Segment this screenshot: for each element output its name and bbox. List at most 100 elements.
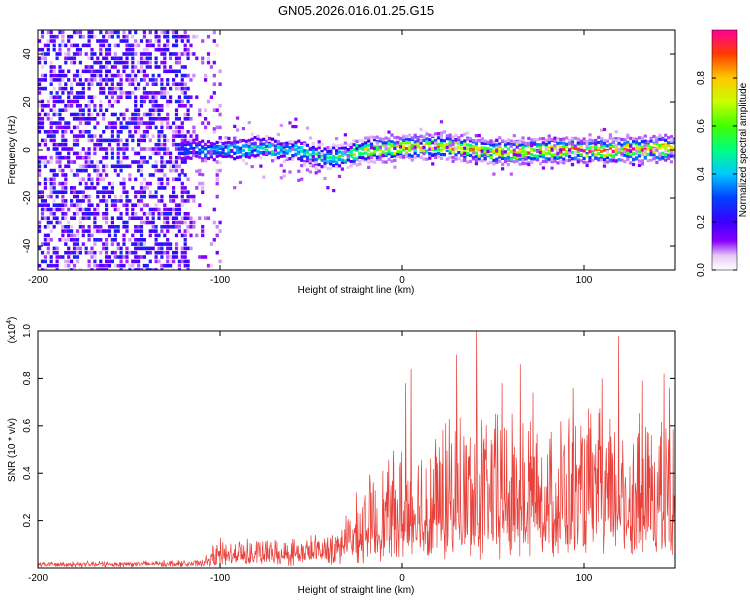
spectrogram-cell [600,145,604,149]
spectrogram-cell [311,141,315,145]
spectrogram-cell [416,144,420,149]
spectrogram-cell [172,177,176,182]
spectrogram-cell [160,52,164,56]
spectrogram-cell [46,30,50,35]
spectrogram-cell [64,190,68,194]
spectrogram-cell [667,136,671,140]
spectrogram-cell [78,82,82,86]
spectrogram-cell [180,259,184,264]
spectrogram-cell [174,147,179,151]
spectrogram-cell [241,153,245,157]
spectrogram-cell [568,138,572,143]
spectrogram-cell [134,250,138,255]
spectrogram-cell [110,73,114,78]
spectrogram-cell [151,117,155,121]
spectrogram-cell [43,52,47,56]
spectrogram-cell [672,141,675,145]
spectrogram-cell [189,146,193,150]
spectrogram-cell [640,159,644,163]
spectrogram-cell [58,43,62,48]
spectrogram-cell [99,142,103,147]
spectrogram-cell [78,73,82,78]
spectrogram-cell [46,203,50,207]
spectrogram-cell [64,203,68,207]
spectrogram-cell [279,163,283,167]
spectrogram-cell [501,139,505,143]
spectrogram-cell [128,82,132,86]
spectrogram-cell [137,125,141,130]
spectrogram-cell [105,73,109,78]
spectrogram-cell [110,95,114,99]
spectrogram-cell [160,160,164,164]
spectrogram-cell [157,34,161,39]
spectrogram-cell [489,143,493,147]
spectrogram-cell [524,161,528,166]
spectrogram-cell [204,73,208,78]
spectrogram-cell [416,137,420,141]
spectrogram-cell [64,142,68,147]
spectrogram-cell [183,82,187,86]
spectrogram-cell [116,216,120,220]
spectrogram-cell [649,139,653,143]
spectrogram-cell [163,242,167,246]
spectrogram-cell [131,160,135,164]
spectrogram-cell [218,220,222,225]
spectrogram-cell [172,164,176,169]
spectrogram-cell [122,164,126,169]
spectrogram-cell [259,142,263,146]
spectrogram-cell [43,138,47,143]
spectrogram-cell [137,259,141,264]
spectrogram-cell [189,194,193,199]
spectrogram-cell [110,186,114,190]
spectrogram-cell [160,155,164,160]
spectrogram-cell [428,133,432,137]
spectrogram-cell [90,233,94,238]
spectrogram-cell [486,161,490,165]
spectrogram-cell [206,121,211,125]
spectrogram-cell [154,233,158,238]
spectrogram-cell [259,164,263,168]
spectrogram-cell [119,138,123,143]
spectrogram-cell [107,229,112,233]
spectrogram-cell [436,144,441,148]
spectrogram-cell [177,151,181,156]
spectrogram-cell [107,190,112,194]
spectrogram-cell [75,30,80,35]
spectrogram-cell [72,138,77,143]
spectrogram-cell [148,112,152,117]
spectrogram-cell [276,151,280,155]
spectrogram-cell [81,190,85,194]
spectrogram-cell [640,152,644,156]
spectrogram-cell [367,165,371,169]
spectrogram-cell [559,146,563,150]
spectrogram-cell [61,212,65,216]
spectrogram-cell [84,78,88,82]
spectrogram-cell [40,138,45,143]
spectrogram-cell [457,136,461,140]
spectrogram-cell [105,151,109,156]
spectrogram-cell [163,65,167,69]
spectrogram-cell [180,250,184,255]
spectrogram-cell [75,255,80,259]
spectrogram-cell [166,181,170,186]
spectrogram-cell [495,138,499,143]
spectrogram-cell [611,144,615,148]
spectrogram-cell [195,56,199,61]
spectrogram-cell [591,141,595,145]
spectrogram-cell [154,104,158,108]
spectrogram-cell [122,91,126,95]
spectrogram-cell [75,199,80,203]
spectrogram-cell [183,139,187,143]
spectrogram-cell [151,134,155,138]
spectrogram-cell [105,246,109,251]
spectrogram-cell [119,255,123,259]
spectrogram-cell [655,146,659,150]
spectrogram-cell [640,140,644,144]
spectrogram-cell [608,133,612,137]
spectrogram-cell [410,154,414,158]
spectrogram-cell [262,150,266,154]
spectrogram-cell [72,263,77,268]
spectrogram-cell [602,164,607,168]
spectrogram-cell [189,225,193,229]
